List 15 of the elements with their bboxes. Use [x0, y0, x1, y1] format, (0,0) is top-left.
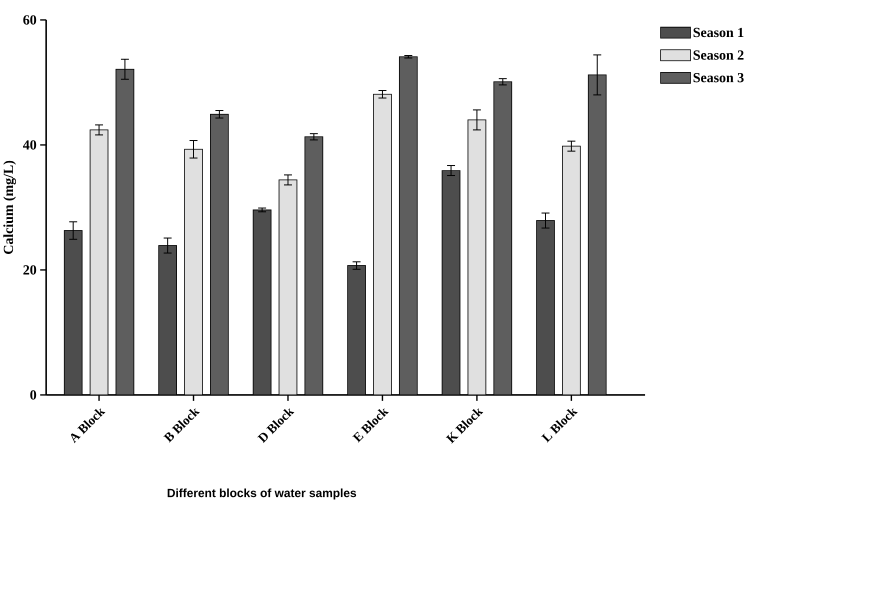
legend-label: Season 1 — [694, 28, 744, 38]
legend-label: Season 3 — [694, 73, 744, 82]
bar — [210, 114, 229, 396]
y-tick-label: 60 — [23, 15, 36, 25]
bar — [588, 74, 607, 396]
legend-label: Season 2 — [694, 50, 744, 60]
y-axis-title: Calcium (mg/L) — [3, 160, 16, 254]
y-tick-label: 40 — [22, 140, 36, 150]
y-tick-label: 0 — [30, 390, 36, 400]
bar — [398, 56, 418, 396]
bar — [493, 81, 512, 396]
bar — [116, 68, 134, 396]
bar — [304, 136, 324, 396]
x-axis-title: Different blocks of water samples — [168, 488, 356, 500]
y-tick-label: 20 — [23, 265, 36, 275]
